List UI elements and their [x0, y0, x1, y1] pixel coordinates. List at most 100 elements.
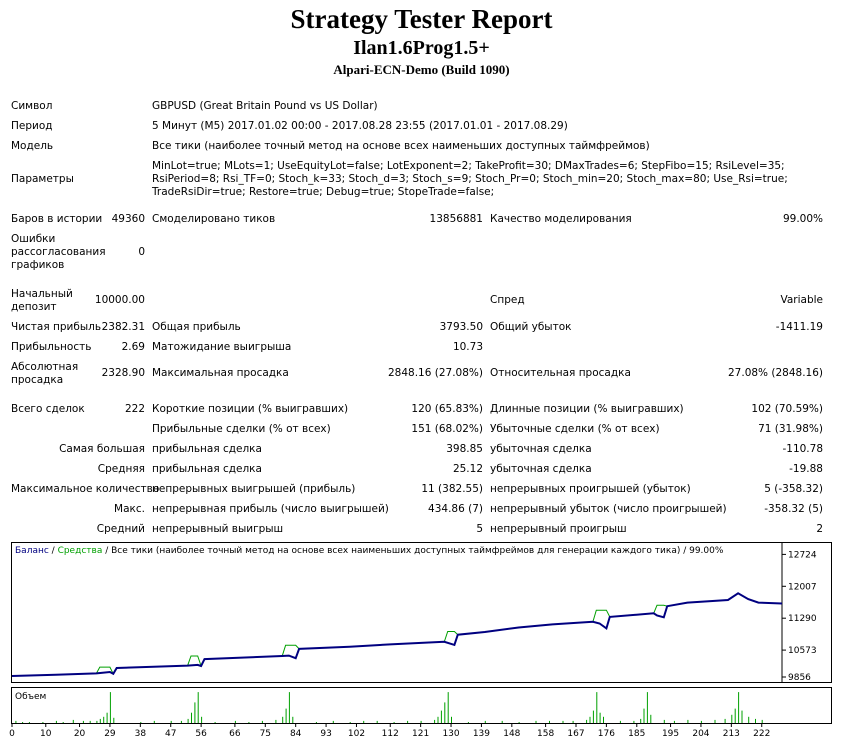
- volume-bar: [315, 722, 317, 723]
- volume-bar: [437, 716, 439, 723]
- x-tick-label: 139: [473, 729, 490, 739]
- long-label: Длинные позиции (% выигравших): [490, 403, 684, 415]
- profit-trades-value: 151 (68.02%): [411, 423, 483, 435]
- avg-label: Средний: [96, 523, 145, 535]
- spread-value: Variable: [780, 294, 823, 306]
- grossloss-value: -1411.19: [775, 321, 823, 333]
- x-tick-label: 56: [195, 729, 207, 739]
- x-tick-label: 185: [628, 729, 645, 739]
- trades-value: 222: [124, 403, 145, 415]
- volume-bar: [586, 719, 588, 723]
- netprofit-value: 2382.31: [101, 321, 145, 333]
- server-info: Alpari-ECN-Demo (Build 1090): [333, 62, 510, 77]
- volume-bar: [349, 722, 351, 723]
- report-title: Strategy Tester Report: [290, 4, 553, 34]
- x-tick-label: 29: [104, 729, 116, 739]
- volume-bar: [194, 702, 196, 723]
- x-tick-label: 213: [723, 729, 740, 739]
- volume-bar: [89, 720, 91, 723]
- average-label: Средняя: [97, 463, 145, 475]
- payoff-value: 10.73: [452, 341, 483, 353]
- reldd-value: 27.08% (2848.16): [728, 367, 823, 379]
- y-tick-label: 11290: [788, 614, 817, 624]
- spread-label: Спред: [490, 294, 525, 306]
- volume-bar: [646, 692, 648, 723]
- maxcons-wins-label: непрерывных выигрышей (прибыль): [152, 483, 356, 495]
- x-tick-label: 121: [412, 729, 429, 739]
- volume-bar: [700, 720, 702, 723]
- volume-bar: [501, 720, 503, 723]
- x-tick-label: 222: [753, 729, 770, 739]
- x-tick-label: 38: [135, 729, 147, 739]
- x-tick-label: 66: [229, 729, 241, 739]
- volume-bar: [596, 692, 598, 723]
- x-tick-label: 84: [290, 729, 302, 739]
- volume-bar: [434, 719, 436, 723]
- average-profit-label: прибыльная сделка: [152, 463, 262, 475]
- model-label: Модель: [11, 140, 54, 152]
- volume-bar: [140, 722, 142, 723]
- symbol-value: GBPUSD (Great Britain Pound vs US Dollar…: [152, 100, 378, 112]
- volume-bar: [731, 714, 733, 723]
- volume-bar: [451, 716, 452, 723]
- volume-bar: [72, 719, 74, 723]
- volume-bar: [549, 720, 550, 723]
- profitfactor-label: Прибыльность: [11, 341, 92, 353]
- volume-bar: [444, 702, 446, 723]
- expert-name: Ilan1.6Prog1.5+: [353, 37, 490, 59]
- volume-bar: [687, 719, 689, 723]
- legend-equity: Средства: [58, 546, 103, 556]
- avgcons-losses-value: 2: [816, 523, 823, 535]
- volume-bar: [761, 719, 763, 723]
- volume-bar: [201, 716, 203, 723]
- volume-bar: [663, 719, 665, 723]
- volume-bar: [673, 720, 675, 723]
- largest-label: Самая большая: [59, 443, 145, 455]
- maxdd-value: 2848.16 (27.08%): [388, 367, 483, 379]
- x-tick-label: 195: [662, 729, 679, 739]
- volume-bar: [393, 722, 395, 723]
- volume-bar: [714, 719, 716, 723]
- x-axis: 0 10 20 29 38 47 56 66 75 84 93 102 112 121 130 139 148 1…: [9, 724, 770, 739]
- volume-bar: [103, 716, 105, 723]
- symbol-label: Символ: [11, 100, 53, 112]
- quality-value: 99.00%: [782, 213, 823, 225]
- grossprofit-value: 3793.50: [439, 321, 483, 333]
- average-loss-label: убыточная сделка: [490, 463, 592, 475]
- reldd-label: Относительная просадка: [490, 367, 631, 379]
- x-tick-label: 130: [442, 729, 459, 739]
- series-lines: [12, 592, 783, 677]
- x-tick-label: 158: [537, 729, 554, 739]
- svg-text:Баланс / Средства / Все тики (: Баланс / Средства / Все тики (наиболее т…: [15, 546, 724, 556]
- y-tick-label: 9856: [788, 673, 811, 682]
- volume-bar: [562, 720, 564, 723]
- largest-loss-value: -110.78: [782, 443, 823, 455]
- volume-bar: [599, 712, 601, 723]
- x-tick-label: 167: [567, 729, 584, 739]
- volume-bar: [407, 720, 409, 723]
- volume-bar: [22, 722, 24, 723]
- balance-chart-svg: Баланс / Средства / Все тики (наиболее т…: [12, 543, 817, 682]
- x-tick-label: 176: [598, 729, 615, 739]
- bars-label: Баров в истории: [11, 213, 103, 225]
- loss-trades-label: Убыточные сделки (% от всех): [490, 423, 660, 435]
- maxcons-losses-label: непрерывных проигрышей (убыток): [490, 483, 691, 495]
- volume-bar: [285, 708, 287, 723]
- legend-sep: /: [49, 546, 58, 556]
- volume-bar: [447, 692, 449, 723]
- avgcons-wins-label: непрерывный выигрыш: [152, 523, 284, 535]
- max-label: Макс.: [114, 503, 145, 515]
- volume-bars: [15, 692, 763, 723]
- deposit-label-1: Начальный: [11, 288, 73, 300]
- average-loss-value: -19.88: [789, 463, 823, 475]
- largest-profit-label: прибыльная сделка: [152, 443, 262, 455]
- volume-bar: [15, 720, 17, 723]
- volume-bar: [592, 710, 594, 723]
- volume-bar: [332, 720, 334, 723]
- volume-bar: [106, 712, 108, 723]
- volume-bar: [62, 722, 64, 723]
- maxcons-loss-label: непрерывный убыток (число проигрышей): [490, 503, 727, 515]
- volume-bar: [376, 720, 378, 723]
- avgcons-wins-value: 5: [476, 523, 483, 535]
- y-tick-label: 10573: [788, 646, 817, 656]
